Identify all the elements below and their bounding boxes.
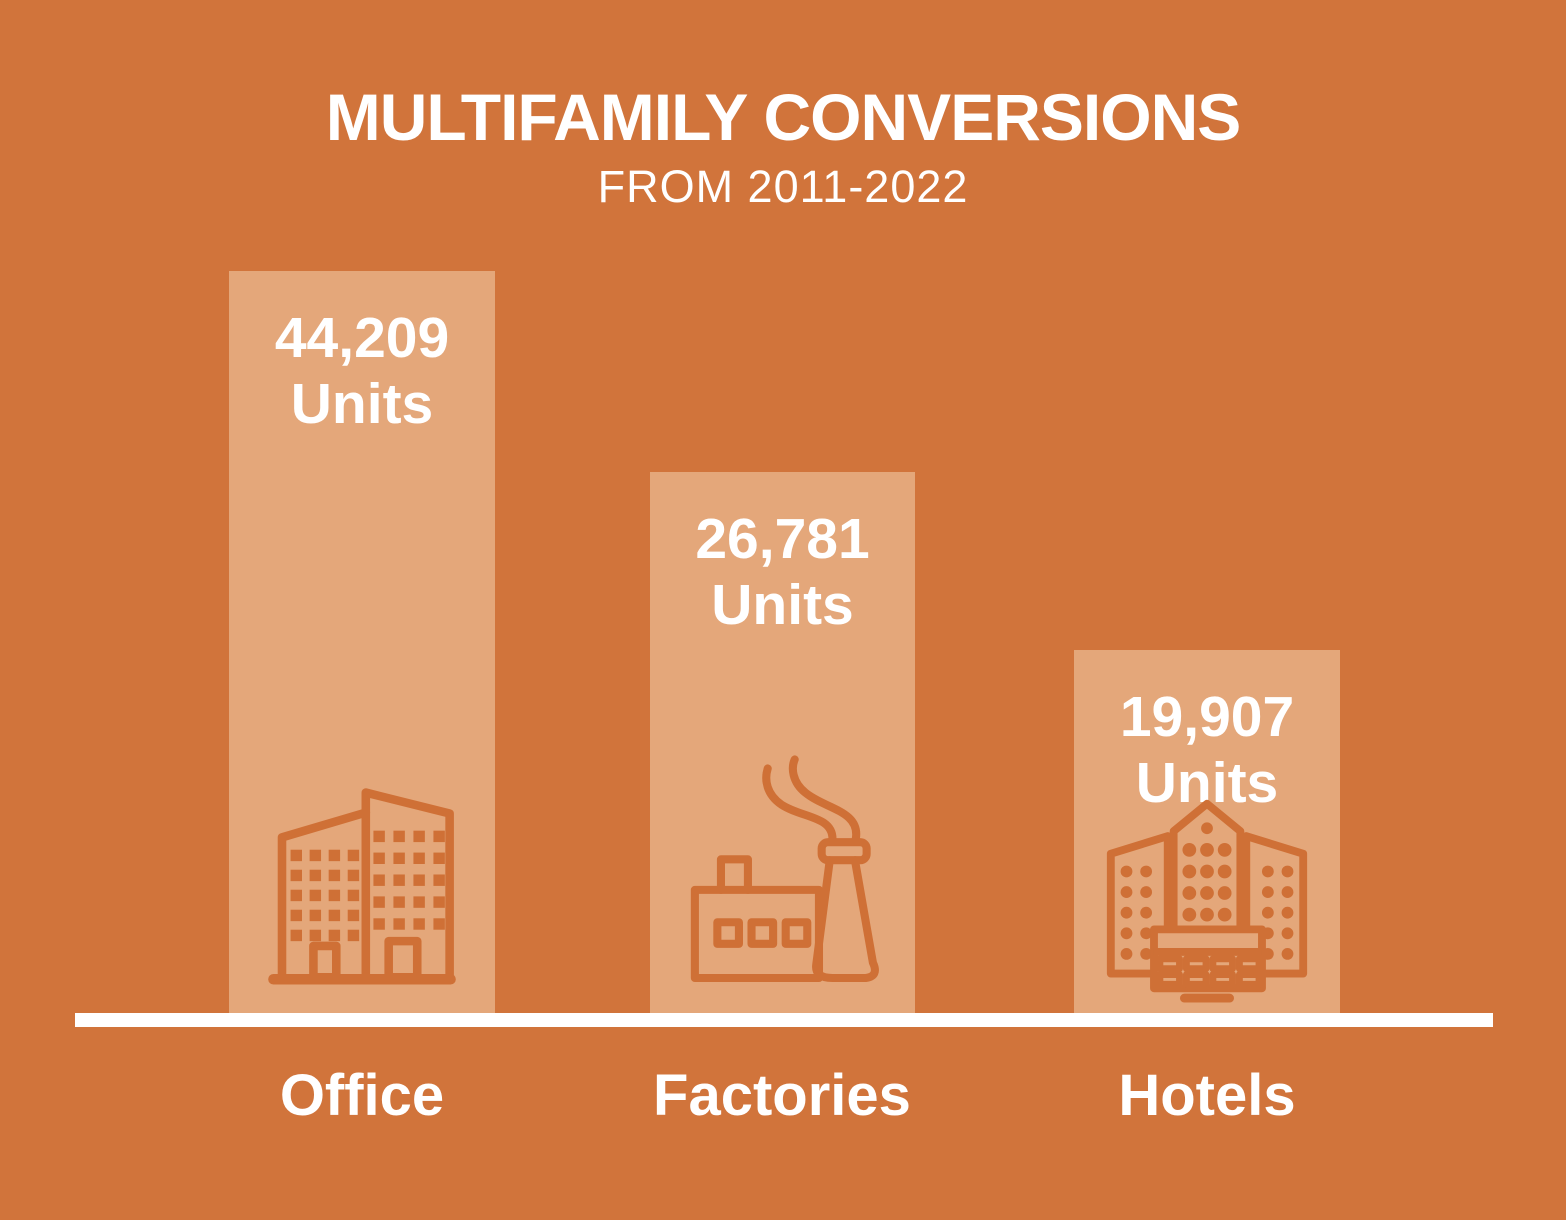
bar-factories-value-unit: Units [711,573,854,638]
bar-office-value: 44,209 Units [229,271,495,437]
chart-title: MULTIFAMILY CONVERSIONS [325,80,1242,154]
bar-hotels: 19,907 Units [1074,650,1340,1013]
chart-baseline [75,1013,1493,1027]
bar-factories: 26,781 Units [650,472,915,1013]
bar-hotels-value-number: 19,907 [1119,685,1295,749]
bar-office-value-unit: Units [290,372,434,437]
category-label-factories: Factories [653,1063,911,1128]
factory-icon [690,755,879,983]
bar-factories-value-number: 26,781 [695,507,870,571]
chart-subtitle: FROM 2011-2022 [597,161,969,212]
office-building-icon [268,788,456,985]
category-label-hotels: Hotels [1118,1063,1296,1128]
category-label-office: Office [279,1063,445,1128]
bar-office: 44,209 Units [229,271,495,1013]
bar-factories-value: 26,781 Units [650,472,915,638]
bar-office-value-number: 44,209 [274,306,450,370]
chart-header: MULTIFAMILY CONVERSIONS FROM 2011-2022 [0,84,1566,209]
hotel-icon [1106,799,1308,1003]
